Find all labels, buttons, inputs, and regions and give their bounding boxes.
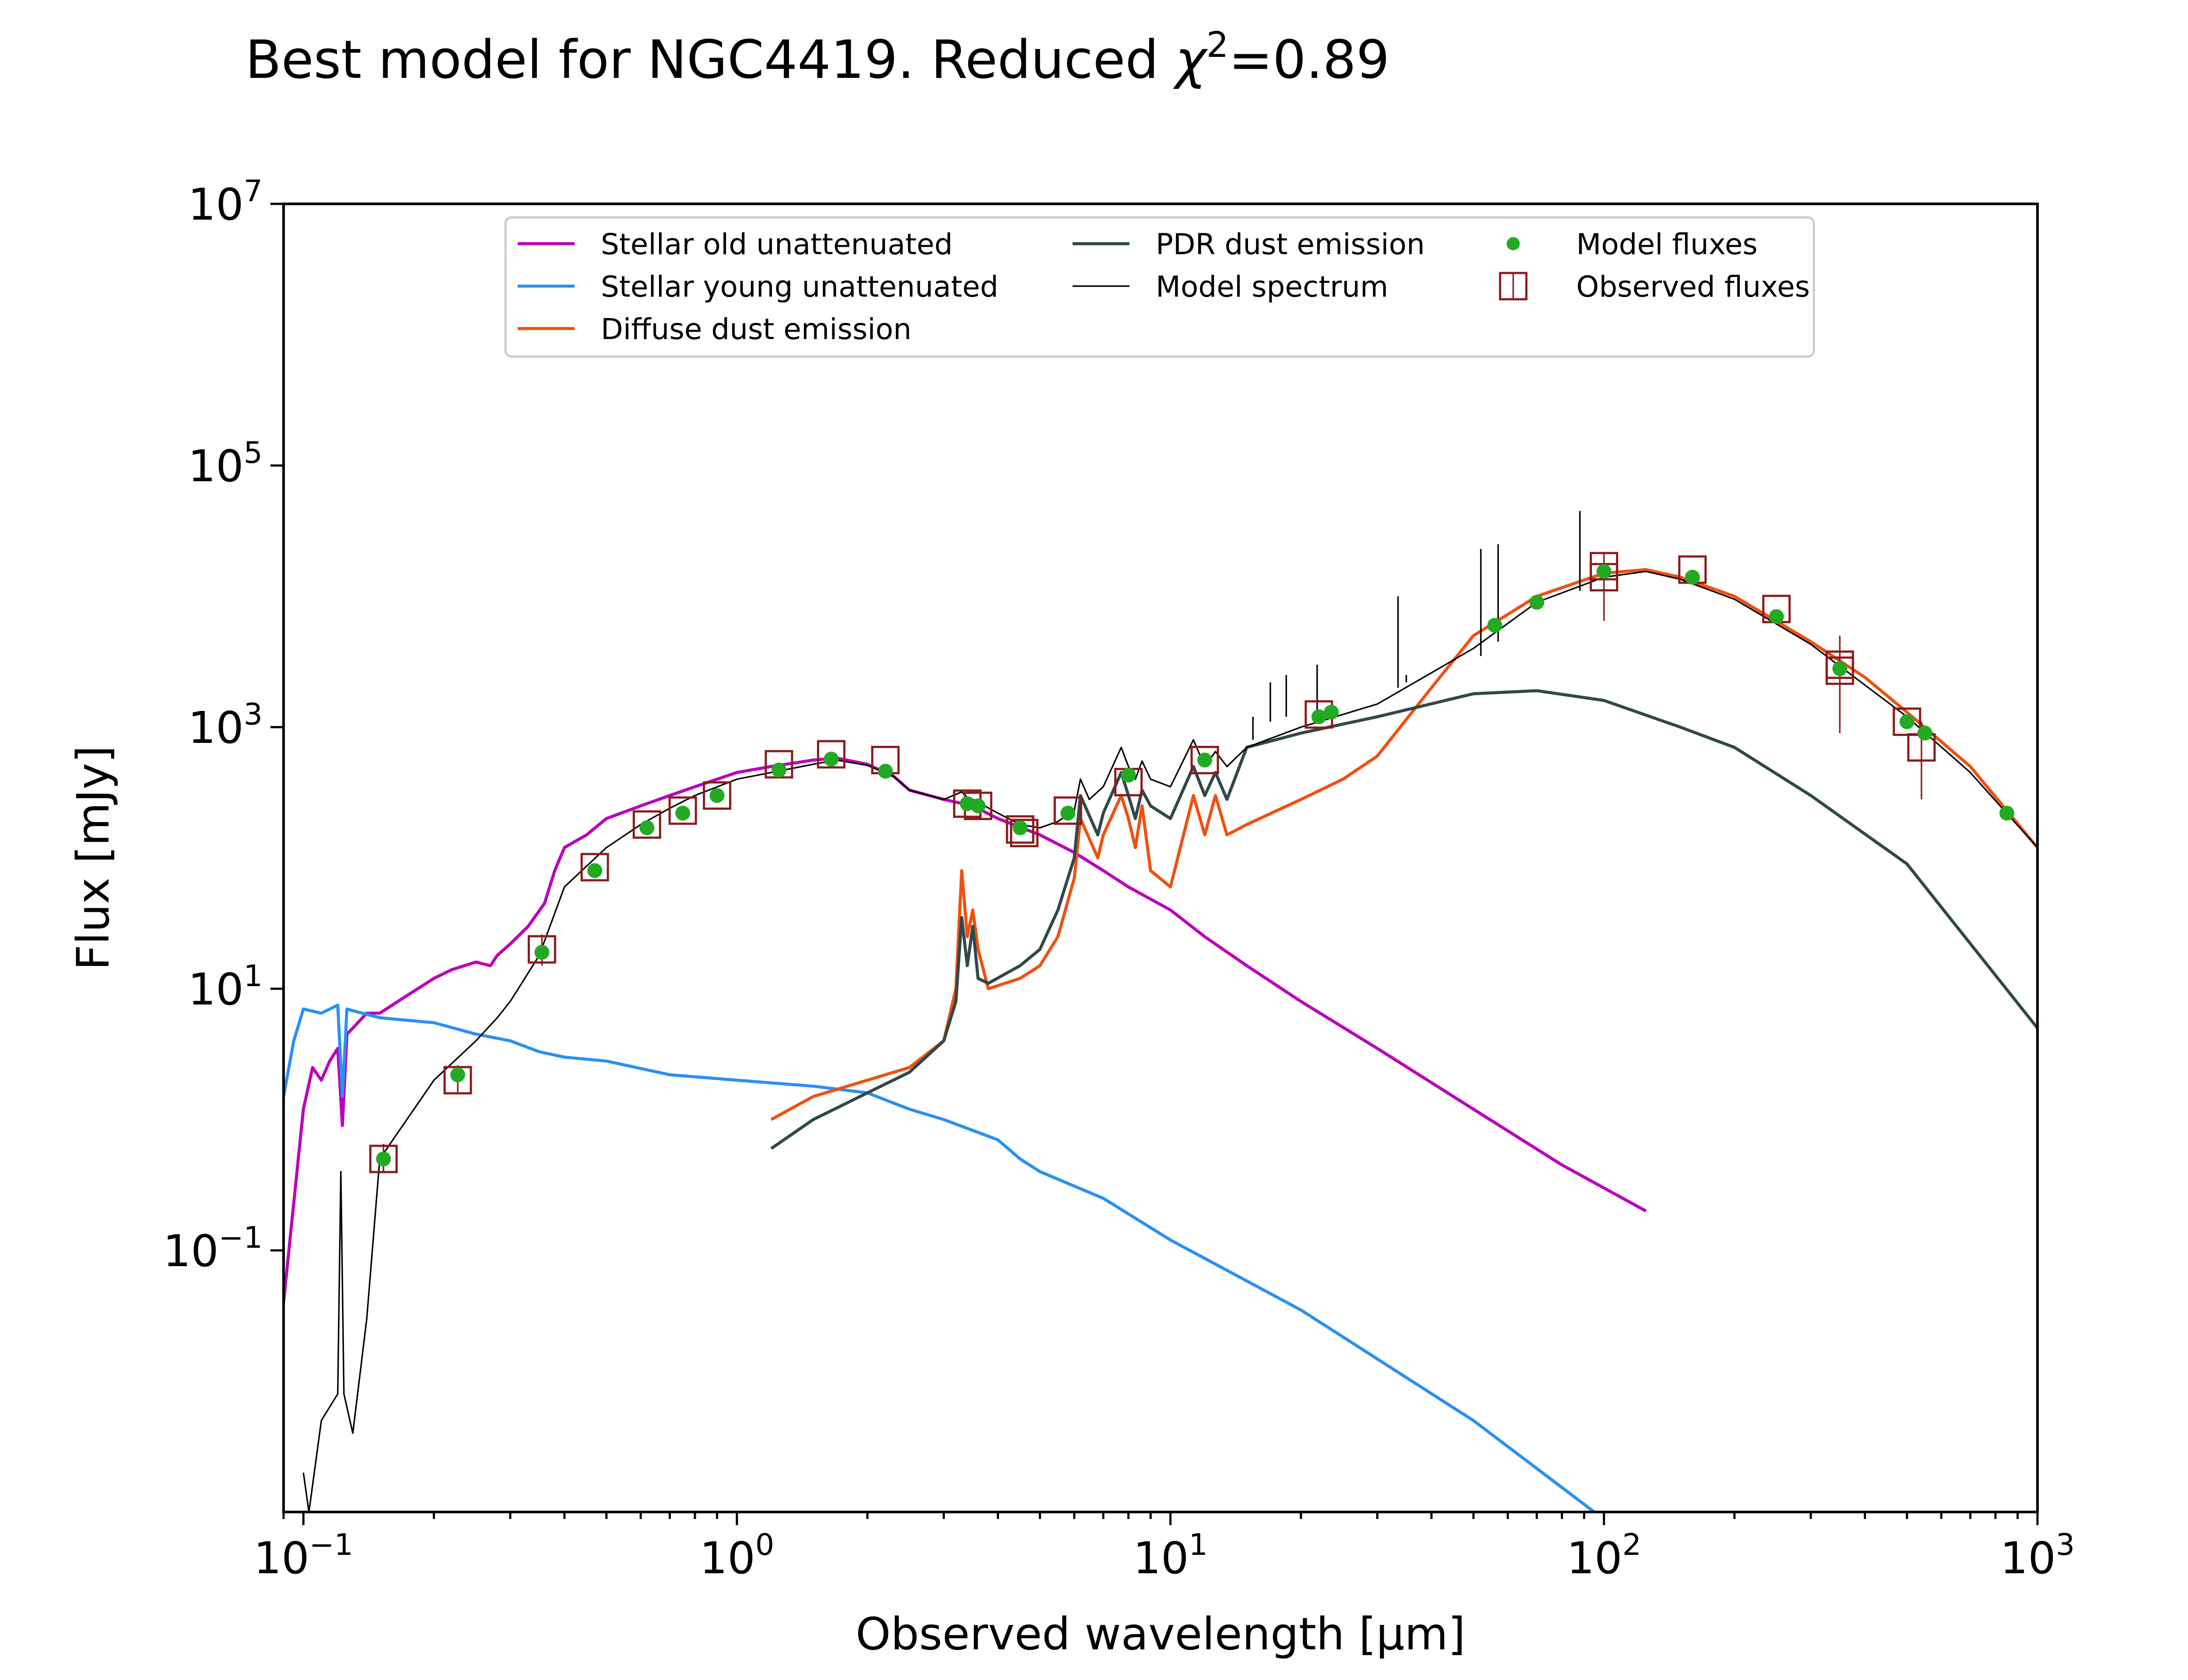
legend-label: PDR dust emission (1156, 228, 1425, 261)
model-flux-point (1060, 805, 1076, 821)
legend-entries: Stellar old unattenuated Stellar young un… (518, 228, 1810, 346)
x-tick-label: 100 (700, 1528, 775, 1584)
legend-entry-diffuse-dust-emission: Diffuse dust emission (518, 312, 912, 346)
model-flux-point (1013, 820, 1028, 836)
x-tick-label: 103 (2000, 1528, 2075, 1584)
legend-entry-observed-fluxes: Observed fluxes (1499, 270, 1810, 304)
observed-flux-marker (703, 781, 732, 810)
model-flux-point (1899, 714, 1914, 729)
model-flux-point (587, 863, 603, 878)
observed-flux-marker (668, 796, 697, 825)
chart-title-chi: χ (1173, 30, 1208, 91)
x-tick-label: 102 (1567, 1528, 1641, 1584)
y-tick-label: 107 (188, 174, 263, 230)
model-flux-point (1197, 752, 1213, 768)
chart-title-exponent: 2 (1206, 24, 1229, 65)
y-axis-label: Flux [mJy] (67, 746, 119, 970)
model-flux-point (376, 1152, 391, 1167)
y-tick-label: 10−1 (163, 1221, 263, 1277)
points-layer (369, 552, 2015, 1173)
chart-title: Best model for NGC4419. Reduced χ2=0.89 (245, 24, 1390, 91)
diffuse-dust-emission-line (770, 568, 2037, 1121)
y-tick-label: 101 (188, 959, 263, 1015)
chart-title-prefix: Best model for NGC4419. Reduced (245, 30, 1175, 91)
legend-label: Stellar old unattenuated (601, 228, 953, 261)
x-axis-label: Observed wavelength [μm] (856, 1608, 1466, 1660)
stellar-young-unattenuated-line (284, 1003, 1595, 1512)
model-flux-point (971, 798, 986, 814)
observed-flux-marker (817, 740, 845, 769)
model-flux-point (709, 788, 725, 803)
model-flux-point (1121, 767, 1136, 783)
model-flux-point (1487, 618, 1502, 633)
stellar-old-unattenuated-line (284, 756, 1647, 1303)
observed-flux-marker (632, 810, 661, 839)
observed-flux-marker (527, 935, 556, 964)
model-flux-point (1917, 725, 1932, 741)
model-flux-point (878, 763, 893, 779)
observed-flux-marker (1893, 707, 1922, 736)
model-spectrum-line (302, 570, 2037, 1512)
y-tick-label: 103 (188, 697, 263, 753)
plot-frame (282, 203, 2039, 1513)
legend-label: Model fluxes (1576, 228, 1758, 261)
model-flux-point (675, 805, 691, 821)
model-flux-point (1596, 564, 1612, 579)
observed-flux-marker (1190, 746, 1219, 774)
model-flux-point (1311, 709, 1326, 724)
plot-area (284, 204, 2037, 1512)
legend-entry-pdr-dust-emission: PDR dust emission (1073, 228, 1425, 261)
legend-entry-stellar-old-unattenuated: Stellar old unattenuated (518, 228, 953, 261)
model-flux-point (1769, 609, 1784, 624)
observed-flux-marker (1053, 796, 1082, 825)
observed-flux-marker (369, 1144, 398, 1173)
x-tick-label: 10−1 (254, 1528, 354, 1584)
y-tick-label: 105 (188, 436, 263, 492)
chart-title-suffix: =0.89 (1229, 30, 1390, 91)
observed-flux-marker (580, 853, 609, 882)
model-flux-point (534, 945, 550, 960)
legend-label: Model spectrum (1156, 270, 1388, 304)
observed-flux-marker (1010, 819, 1039, 847)
series-layer (284, 511, 2037, 1512)
legend-label: Observed fluxes (1576, 270, 1810, 304)
ticks-layer (270, 203, 2039, 1525)
model-flux-point (1324, 704, 1339, 720)
model-flux-point (1685, 570, 1700, 585)
legend: Stellar old unattenuated Stellar young un… (504, 216, 1815, 358)
legend-box (504, 216, 1815, 358)
model-flux-point (450, 1067, 466, 1082)
observed-flux-marker (1825, 656, 1854, 685)
legend-swatch (1507, 237, 1520, 250)
model-flux-point (1529, 595, 1544, 610)
legend-label: Diffuse dust emission (601, 312, 912, 346)
legend-entry-stellar-young-unattenuated: Stellar young unattenuated (518, 270, 999, 304)
legend-entry-model-fluxes: Model fluxes (1507, 228, 1758, 261)
legend-entry-model-spectrum: Model spectrum (1073, 270, 1388, 304)
model-flux-point (1999, 805, 2015, 821)
model-flux-point (1832, 661, 1848, 676)
legend-label: Stellar young unattenuated (601, 270, 999, 304)
observed-flux-marker (443, 1066, 472, 1095)
tick-labels-layer: 10−1 100 101 102 103 10−1 101 103 105 107 (163, 174, 2075, 1584)
model-flux-point (771, 763, 787, 778)
x-tick-label: 101 (1133, 1528, 1208, 1584)
model-flux-point (824, 751, 839, 766)
observed-flux-marker (1006, 815, 1034, 844)
model-flux-point (639, 820, 655, 836)
